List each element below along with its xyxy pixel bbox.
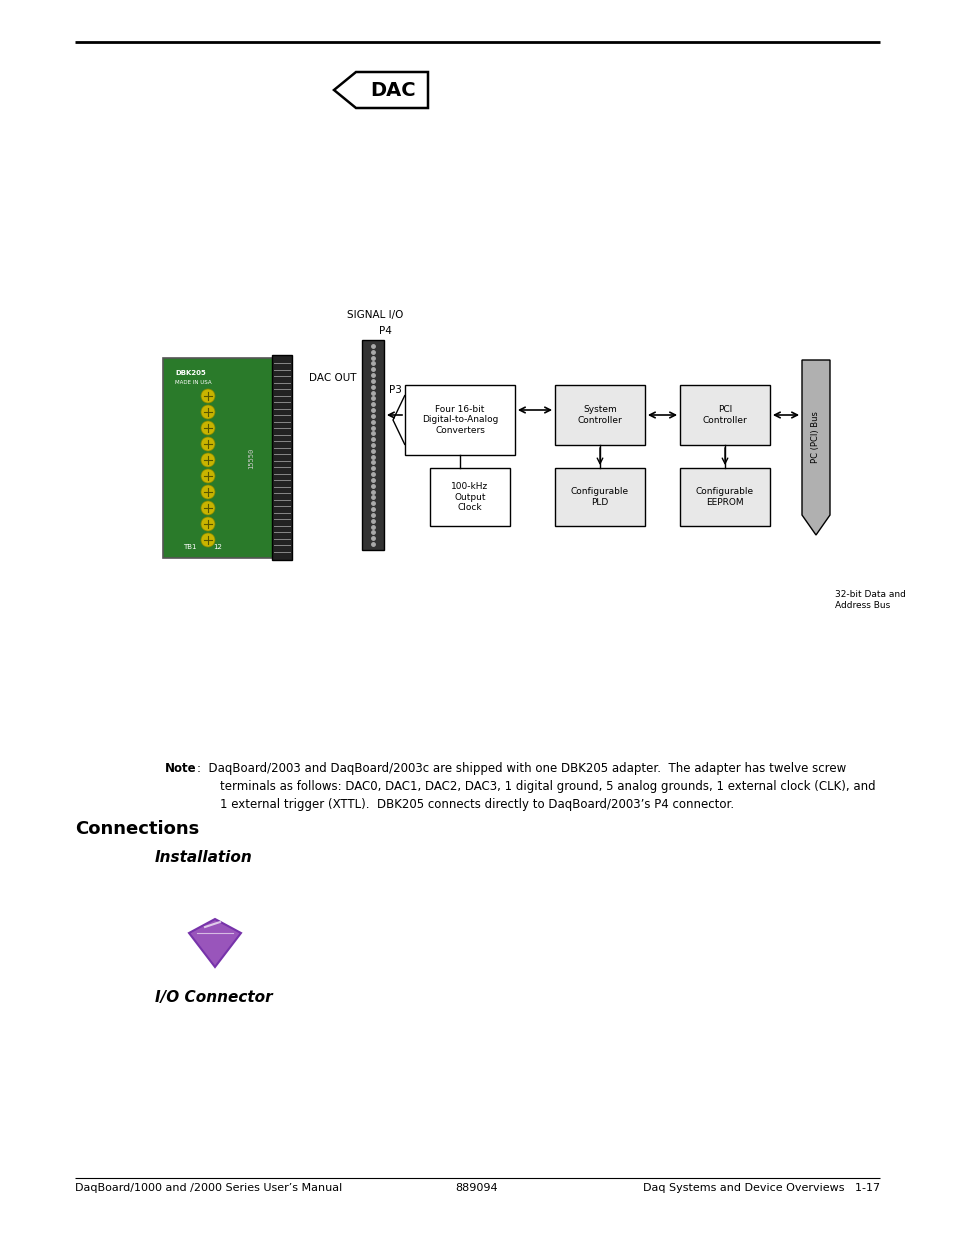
FancyBboxPatch shape — [163, 358, 283, 558]
Circle shape — [201, 421, 214, 435]
Text: MADE IN USA: MADE IN USA — [174, 380, 212, 385]
Text: 12: 12 — [213, 543, 222, 550]
Text: Installation: Installation — [154, 850, 253, 864]
Text: Note: Note — [165, 762, 196, 776]
Circle shape — [201, 534, 214, 547]
Text: DaqBoard/1000 and /2000 Series User’s Manual: DaqBoard/1000 and /2000 Series User’s Ma… — [75, 1183, 342, 1193]
Text: SIGNAL I/O: SIGNAL I/O — [347, 310, 403, 320]
Text: 1 external trigger (XTTL).  DBK205 connects directly to DaqBoard/2003’s P4 conne: 1 external trigger (XTTL). DBK205 connec… — [220, 798, 734, 811]
FancyBboxPatch shape — [361, 340, 384, 550]
Text: P4: P4 — [378, 326, 391, 336]
Text: DBK205: DBK205 — [174, 370, 206, 375]
FancyBboxPatch shape — [555, 385, 644, 445]
Circle shape — [201, 389, 214, 403]
Circle shape — [201, 405, 214, 419]
FancyBboxPatch shape — [272, 354, 292, 559]
Circle shape — [201, 469, 214, 483]
Text: Connections: Connections — [75, 820, 199, 839]
Text: Four 16-bit
Digital-to-Analog
Converters: Four 16-bit Digital-to-Analog Converters — [421, 405, 497, 435]
Text: PC (PCI) Bus: PC (PCI) Bus — [811, 411, 820, 463]
Text: Configurable
EEPROM: Configurable EEPROM — [695, 488, 753, 506]
Text: :  DaqBoard/2003 and DaqBoard/2003c are shipped with one DBK205 adapter.  The ad: : DaqBoard/2003 and DaqBoard/2003c are s… — [196, 762, 845, 776]
Text: 889094: 889094 — [456, 1183, 497, 1193]
FancyBboxPatch shape — [430, 468, 510, 526]
Text: System
Controller: System Controller — [577, 405, 621, 425]
Text: TB1: TB1 — [183, 543, 196, 550]
Text: Configurable
PLD: Configurable PLD — [570, 488, 628, 506]
Circle shape — [201, 517, 214, 531]
Polygon shape — [801, 359, 829, 535]
Circle shape — [201, 501, 214, 515]
Text: terminals as follows: DAC0, DAC1, DAC2, DAC3, 1 digital ground, 5 analog grounds: terminals as follows: DAC0, DAC1, DAC2, … — [220, 781, 875, 793]
FancyBboxPatch shape — [679, 385, 769, 445]
Text: Daq Systems and Device Overviews   1-17: Daq Systems and Device Overviews 1-17 — [642, 1183, 879, 1193]
Text: I/O Connector: I/O Connector — [154, 990, 273, 1005]
FancyBboxPatch shape — [679, 468, 769, 526]
Text: DAC OUT: DAC OUT — [309, 373, 356, 383]
Text: 100-kHz
Output
Clock: 100-kHz Output Clock — [451, 482, 488, 511]
FancyBboxPatch shape — [405, 385, 515, 454]
Text: DAC: DAC — [370, 80, 416, 100]
Circle shape — [201, 485, 214, 499]
Text: 15550: 15550 — [248, 447, 253, 468]
Circle shape — [201, 437, 214, 451]
Polygon shape — [189, 919, 241, 967]
Circle shape — [201, 453, 214, 467]
Text: 32-bit Data and
Address Bus: 32-bit Data and Address Bus — [834, 590, 905, 610]
FancyBboxPatch shape — [555, 468, 644, 526]
Text: PCI
Controller: PCI Controller — [702, 405, 746, 425]
Text: P3: P3 — [389, 385, 401, 395]
